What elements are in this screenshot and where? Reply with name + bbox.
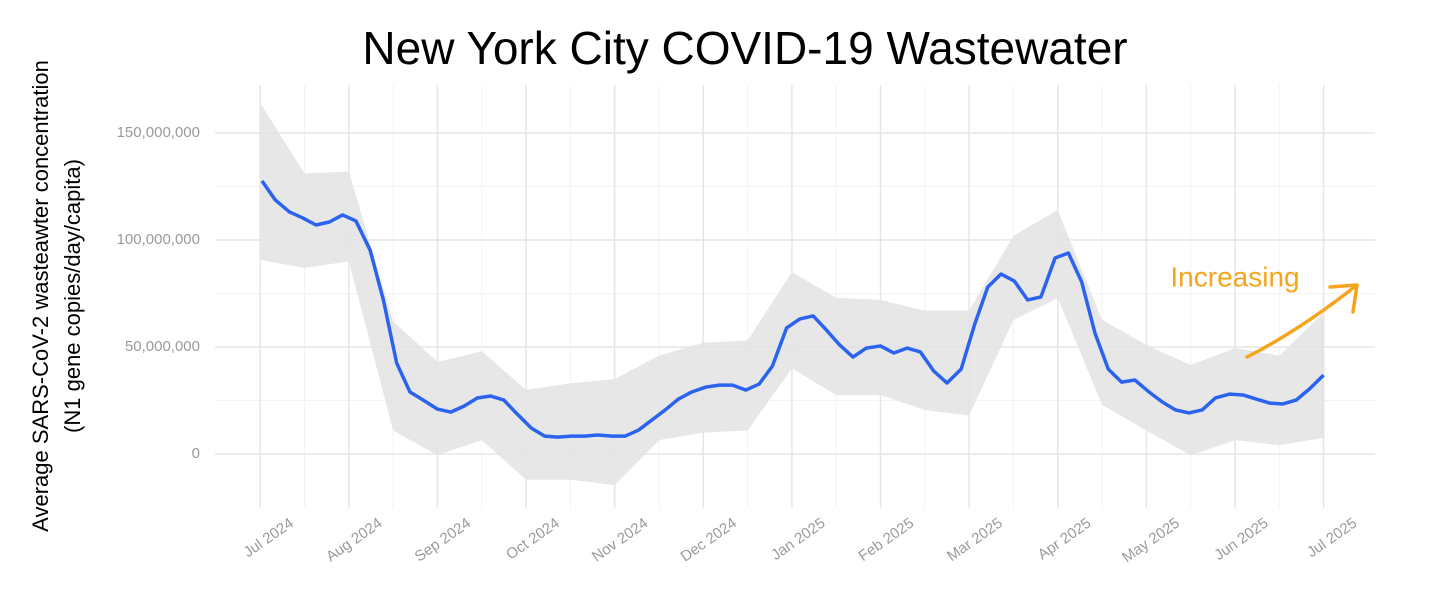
line — [260, 179, 1325, 439]
x-tick-label: May 2025 — [1119, 515, 1183, 567]
confidence-band — [260, 102, 1324, 486]
x-tick-label: Oct 2024 — [503, 515, 563, 564]
y-tick-label: 50,000,000 — [125, 338, 200, 355]
x-tick-label: Mar 2025 — [944, 515, 1006, 565]
x-tick-label: Sep 2024 — [412, 515, 474, 566]
x-tick-label: Jul 2025 — [1304, 515, 1360, 561]
x-tick-label: Feb 2025 — [855, 515, 917, 565]
x-tick-label: Jan 2025 — [768, 515, 828, 564]
chart-title: New York City COVID-19 Wastewater — [362, 22, 1127, 74]
y-tick-label: 0 — [192, 445, 200, 462]
y-tick-label: 150,000,000 — [117, 124, 200, 141]
x-tick-label: Jun 2025 — [1211, 515, 1271, 564]
y-axis-label: Average SARS-CoV-2 wasteawter concentrat… — [28, 60, 53, 532]
plot — [260, 102, 1325, 486]
x-tick-label: Dec 2024 — [677, 515, 739, 566]
grid: 0 50,000,000 100,000,000 150,000,000 Jul 202… — [117, 85, 1375, 566]
y-axis-label: (N1 gene copies/day/capita) — [60, 159, 85, 433]
y-tick-label: 100,000,000 — [117, 231, 200, 248]
x-tick-label: Aug 2024 — [323, 515, 385, 566]
annotation-arrow — [1245, 283, 1359, 359]
x-tick-label: Jul 2024 — [241, 515, 297, 561]
x-tick-label: Apr 2025 — [1035, 515, 1095, 564]
x-tick-label: Nov 2024 — [589, 515, 651, 566]
annotation: Increasing — [1170, 261, 1299, 292]
